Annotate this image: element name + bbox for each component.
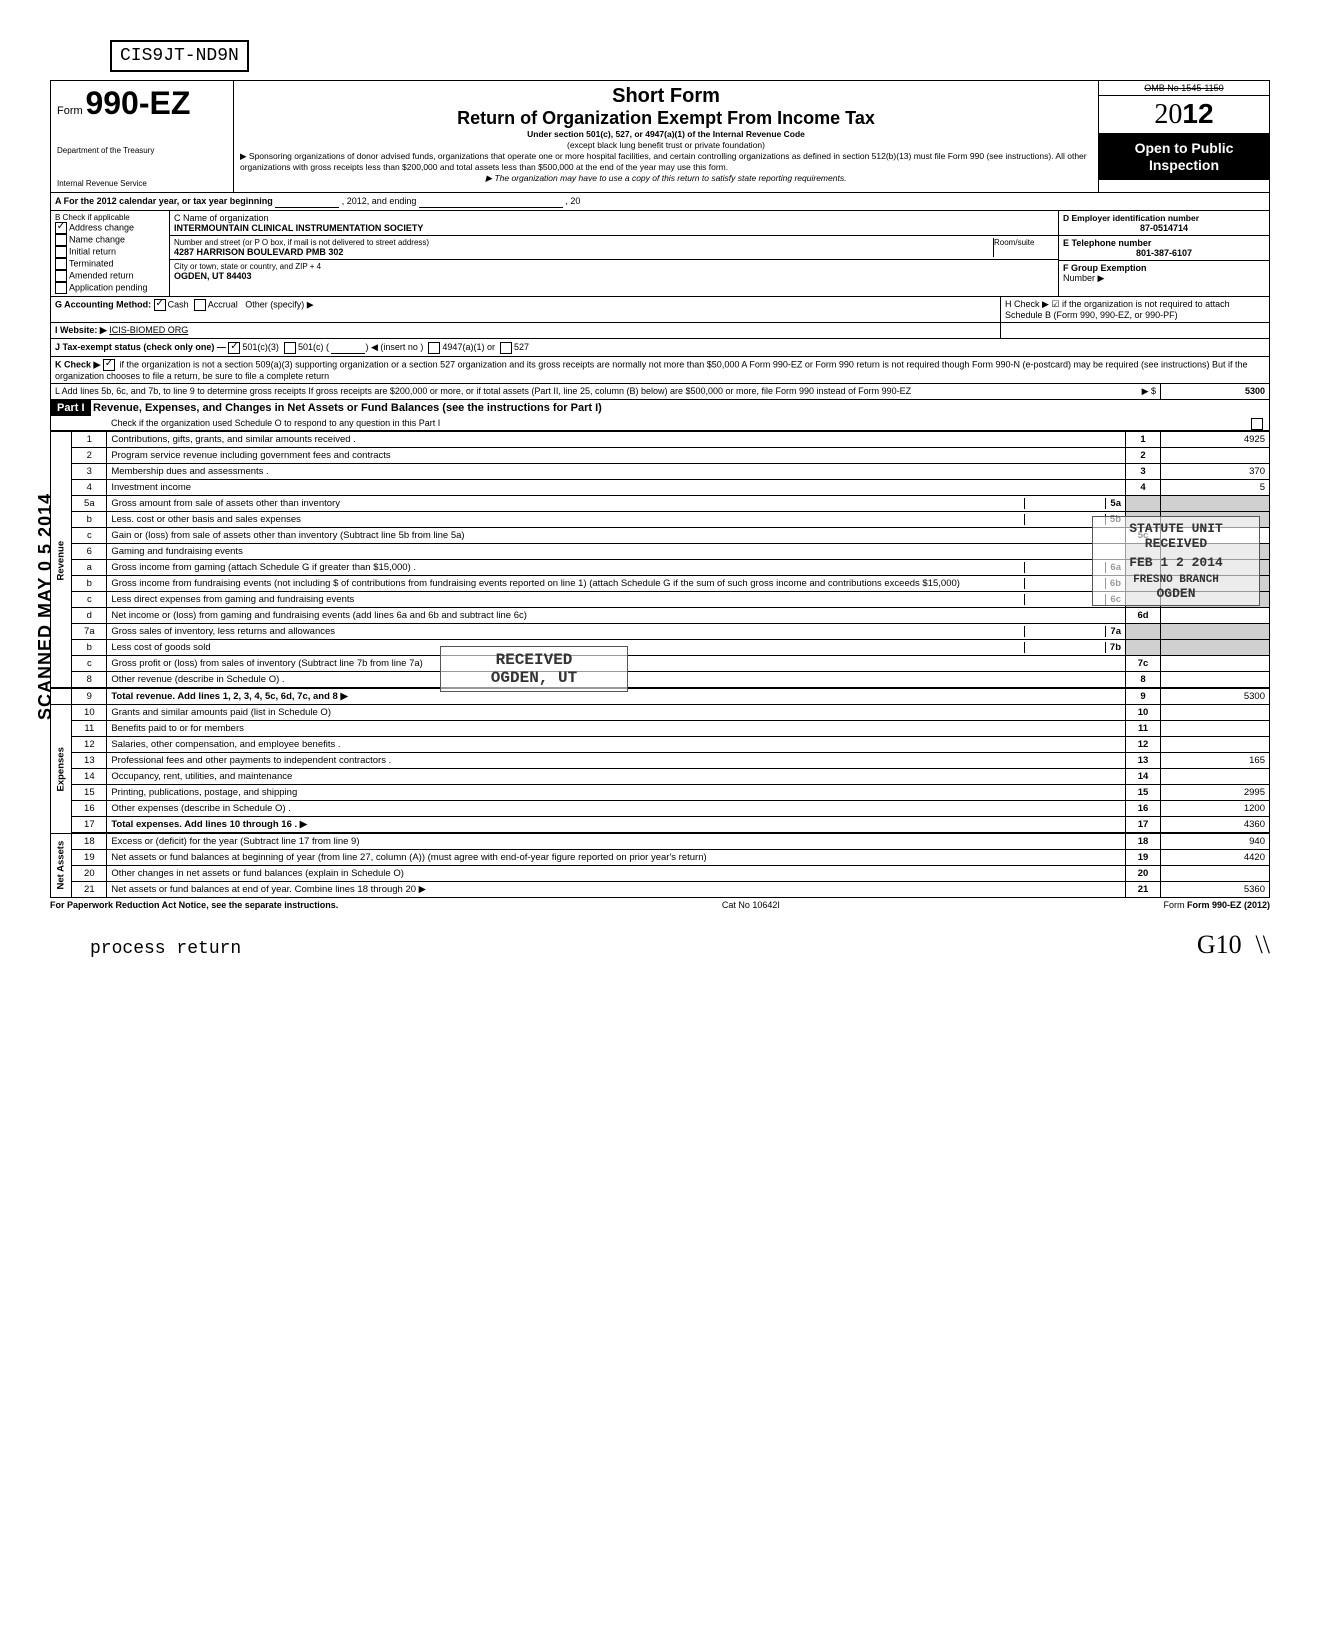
stamp-ogden: RECEIVED OGDEN, UT: [440, 646, 628, 692]
l-value: 5300: [1160, 384, 1269, 399]
f-label: F Group Exemption: [1063, 263, 1265, 273]
part1-checkline: Check if the organization used Schedule …: [111, 418, 440, 428]
city: OGDEN, UT 84403: [174, 271, 1054, 281]
year-begin-input[interactable]: [275, 195, 339, 208]
stamp-statute: STATUTE UNIT RECEIVED FEB 1 2 2014 FRESN…: [1092, 516, 1260, 606]
hand-g10: G10: [1197, 930, 1242, 959]
row-k: K Check ▶ ✓ if the organization is not a…: [50, 357, 1270, 384]
chk-initial-return[interactable]: [55, 246, 67, 258]
row-a: A For the 2012 calendar year, or tax yea…: [50, 193, 1270, 211]
row-l: L Add lines 5b, 6c, and 7b, to line 9 to…: [50, 384, 1270, 400]
block-b-to-f: B Check if applicable ✓Address change Na…: [50, 211, 1270, 297]
main-title: Return of Organization Exempt From Incom…: [240, 108, 1092, 129]
line-1-amt[interactable]: 4925: [1161, 432, 1270, 448]
sub4: ▶ The organization may have to use a cop…: [240, 173, 1092, 184]
street-label: Number and street (or P O box, if mail i…: [174, 238, 993, 247]
chk-501c3[interactable]: ✓: [228, 342, 240, 354]
k-label: K Check ▶: [55, 359, 100, 369]
chk-501c[interactable]: [284, 342, 296, 354]
chk-k[interactable]: ✓: [103, 359, 115, 371]
chk-527[interactable]: [500, 342, 512, 354]
top-code: CIS9JT-ND9N: [110, 40, 249, 72]
street: 4287 HARRISON BOULEVARD PMB 302: [174, 247, 993, 257]
ein: 87-0514714: [1063, 223, 1265, 233]
omb-number: OMB No 1545-1150: [1099, 81, 1269, 96]
form-prefix: Form: [57, 105, 83, 117]
part1-header: Part I Revenue, Expenses, and Changes in…: [50, 400, 1270, 431]
chk-4947[interactable]: [428, 342, 440, 354]
chk-amended[interactable]: [55, 270, 67, 282]
footer-left: For Paperwork Reduction Act Notice, see …: [50, 900, 338, 910]
part1-label: Part I: [51, 400, 91, 416]
row-b-label: B Check if applicable: [55, 213, 165, 222]
l-text: L Add lines 5b, 6c, and 7b, to line 9 to…: [55, 386, 911, 396]
chk-terminated[interactable]: [55, 258, 67, 270]
row-j: J Tax-exempt status (check only one) — ✓…: [50, 339, 1270, 357]
expenses-label: Expenses: [51, 705, 72, 834]
tax-year: 2012: [1099, 96, 1269, 134]
k-text: if the organization is not a section 509…: [55, 359, 1248, 381]
chk-address-change[interactable]: ✓: [55, 222, 67, 234]
bottom-annotations: process return G10 \\: [50, 930, 1270, 960]
line-1-text: Contributions, gifts, grants, and simila…: [107, 432, 1126, 448]
process-return: process return: [90, 939, 241, 959]
chk-app-pending[interactable]: [55, 282, 67, 294]
chk-name-change[interactable]: [55, 234, 67, 246]
i-label: I Website: ▶: [55, 325, 107, 335]
chk-schedule-o[interactable]: [1251, 418, 1263, 430]
footer-right: Form Form 990-EZ (2012): [1163, 900, 1270, 910]
form-number: 990-EZ: [85, 85, 190, 121]
website: ICIS-BIOMED ORG: [109, 325, 188, 335]
phone: 801-387-6107: [1063, 248, 1265, 258]
chk-accrual[interactable]: [194, 299, 206, 311]
e-label: E Telephone number: [1063, 238, 1265, 248]
row-i: I Website: ▶ ICIS-BIOMED ORG: [50, 323, 1270, 339]
year-end-input[interactable]: [419, 195, 563, 208]
sub2: (except black lung benefit trust or priv…: [240, 140, 1092, 151]
sub3: ▶ Sponsoring organizations of donor advi…: [240, 151, 1092, 173]
chk-cash[interactable]: ✓: [154, 299, 166, 311]
city-label: City or town, state or country, and ZIP …: [174, 262, 1054, 271]
part1-title: Revenue, Expenses, and Changes in Net As…: [93, 402, 602, 414]
open-to-public: Open to Public Inspection: [1099, 134, 1269, 180]
netassets-label: Net Assets: [51, 833, 72, 898]
footer-mid: Cat No 10642I: [722, 900, 780, 910]
room-label: Room/suite: [994, 238, 1054, 257]
form-header: Form 990-EZ Department of the Treasury I…: [50, 80, 1270, 193]
org-name: INTERMOUNTAIN CLINICAL INSTRUMENTATION S…: [174, 223, 1054, 233]
dept-treasury: Department of the Treasury: [57, 146, 227, 155]
501c-no-input[interactable]: [331, 341, 365, 354]
short-form-title: Short Form: [240, 85, 1092, 108]
j-label: J Tax-exempt status (check only one) —: [55, 342, 226, 352]
form-footer: For Paperwork Reduction Act Notice, see …: [50, 898, 1270, 910]
dept-irs: Internal Revenue Service: [57, 179, 227, 188]
row-h: H Check ▶ ☑ if the organization is not r…: [1001, 297, 1269, 322]
f-sub: Number ▶: [1063, 273, 1265, 284]
c-label: C Name of organization: [174, 213, 1054, 223]
row-g-h: G Accounting Method: ✓Cash Accrual Other…: [50, 297, 1270, 323]
d-label: D Employer identification number: [1063, 213, 1265, 223]
hand-slash: \\: [1256, 930, 1270, 959]
l-arrow: ▶ $: [1112, 384, 1160, 399]
revenue-label: Revenue: [51, 432, 72, 689]
sub1: Under section 501(c), 527, or 4947(a)(1)…: [527, 129, 805, 139]
g-label: G Accounting Method:: [55, 299, 151, 309]
lines-table: Revenue 1 Contributions, gifts, grants, …: [50, 431, 1270, 898]
